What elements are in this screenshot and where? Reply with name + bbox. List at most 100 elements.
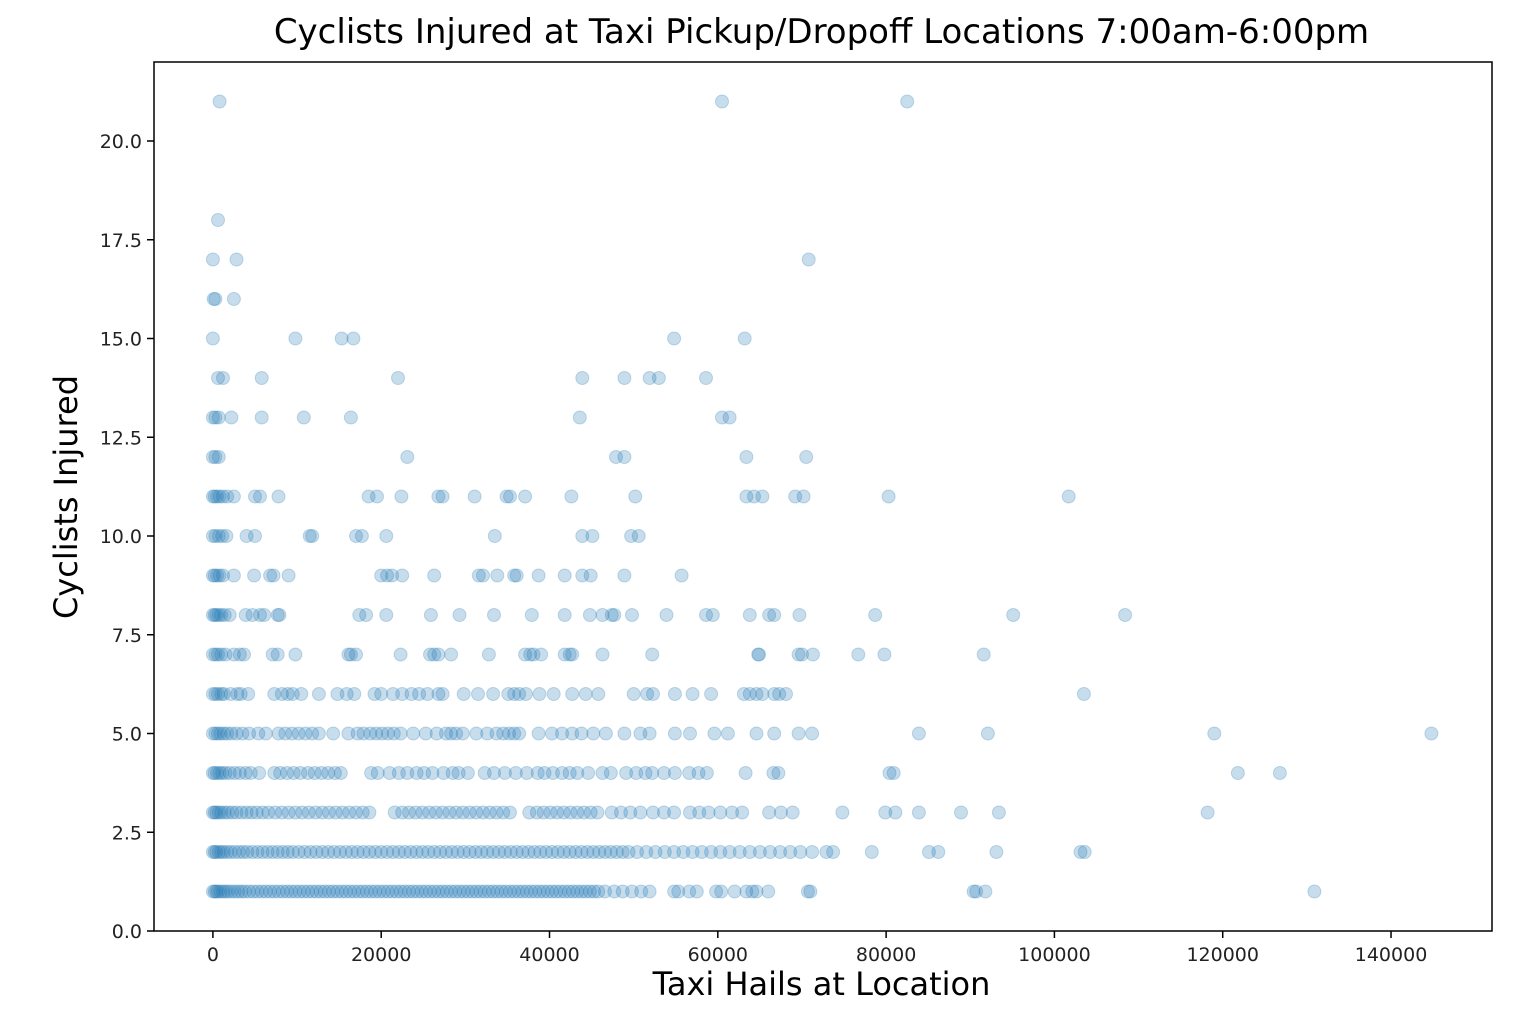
data-point xyxy=(624,529,639,543)
data-point xyxy=(206,292,221,306)
data-point xyxy=(556,805,571,820)
data-point xyxy=(545,726,559,741)
data-point xyxy=(222,608,237,622)
data-point xyxy=(452,884,467,899)
data-point xyxy=(646,687,660,701)
data-point xyxy=(226,489,241,504)
data-point xyxy=(471,687,485,701)
data-point xyxy=(749,884,764,899)
data-point xyxy=(327,766,342,780)
data-point xyxy=(205,489,220,504)
data-point xyxy=(803,884,818,899)
data-point xyxy=(715,94,729,109)
data-point xyxy=(469,726,484,741)
data-point xyxy=(508,766,523,780)
data-point xyxy=(738,766,753,780)
data-point xyxy=(533,845,548,859)
data-point xyxy=(248,529,262,543)
data-point xyxy=(301,805,316,820)
data-point xyxy=(761,884,776,899)
data-point xyxy=(626,687,641,701)
data-point xyxy=(418,884,433,899)
data-point xyxy=(433,845,448,859)
data-point xyxy=(651,371,666,385)
data-point xyxy=(274,805,289,820)
data-point xyxy=(226,647,241,662)
data-point xyxy=(629,766,644,780)
data-point xyxy=(570,884,585,899)
data-point xyxy=(270,608,285,622)
x-tick-label: 80000 xyxy=(856,944,916,966)
data-point xyxy=(574,845,589,859)
data-point xyxy=(578,687,593,701)
data-point xyxy=(435,489,450,504)
data-point xyxy=(218,884,233,899)
data-point xyxy=(615,845,630,859)
data-point xyxy=(311,687,326,701)
data-point xyxy=(210,766,225,780)
data-point xyxy=(386,726,401,741)
data-point xyxy=(286,766,301,780)
data-point xyxy=(209,884,224,899)
data-point xyxy=(439,884,454,899)
data-point xyxy=(452,608,467,622)
data-point xyxy=(562,647,577,662)
data-point xyxy=(767,687,782,701)
data-point xyxy=(477,766,492,780)
data-point xyxy=(512,726,527,741)
data-point xyxy=(302,529,317,543)
data-point xyxy=(518,647,533,662)
data-point xyxy=(471,568,486,583)
data-point xyxy=(271,884,286,899)
data-point xyxy=(305,529,320,543)
data-point xyxy=(800,884,815,899)
data-point xyxy=(402,805,416,820)
data-point xyxy=(536,805,551,820)
data-point xyxy=(309,845,324,859)
data-point xyxy=(403,845,418,859)
data-point xyxy=(705,608,720,622)
data-point xyxy=(736,687,751,701)
data-point xyxy=(657,845,672,859)
data-point xyxy=(742,845,757,859)
data-point xyxy=(205,766,220,780)
data-point xyxy=(431,489,446,504)
data-point xyxy=(208,726,223,741)
data-point xyxy=(752,845,767,859)
data-point xyxy=(550,845,565,859)
data-point xyxy=(220,489,235,504)
data-point xyxy=(617,726,632,741)
data-point xyxy=(423,884,437,899)
data-point xyxy=(352,608,367,622)
data-point xyxy=(205,647,220,662)
data-point xyxy=(229,252,244,267)
data-point xyxy=(208,292,223,306)
data-point xyxy=(379,608,394,622)
data-point xyxy=(260,845,275,859)
data-point xyxy=(222,766,237,780)
data-point xyxy=(1077,845,1092,859)
data-point xyxy=(410,884,425,899)
data-point xyxy=(603,766,618,780)
data-point xyxy=(263,568,278,583)
data-point xyxy=(657,805,671,820)
data-point xyxy=(308,805,323,820)
data-point xyxy=(699,608,713,622)
data-point xyxy=(524,884,538,899)
data-point xyxy=(209,805,224,820)
data-point xyxy=(444,884,459,899)
data-point xyxy=(328,805,343,820)
data-point xyxy=(587,884,602,899)
data-point xyxy=(246,884,261,899)
data-point xyxy=(749,726,764,741)
data-point xyxy=(550,805,565,820)
data-point xyxy=(575,529,590,543)
data-point xyxy=(253,608,267,622)
data-point xyxy=(205,884,220,899)
data-point xyxy=(704,845,719,859)
x-axis: 0 20000 40000 60000 80000 100000 120000 140000 xyxy=(207,931,1427,966)
data-point xyxy=(549,884,564,899)
data-point xyxy=(237,884,252,899)
data-point xyxy=(315,845,330,859)
data-point xyxy=(334,884,349,899)
